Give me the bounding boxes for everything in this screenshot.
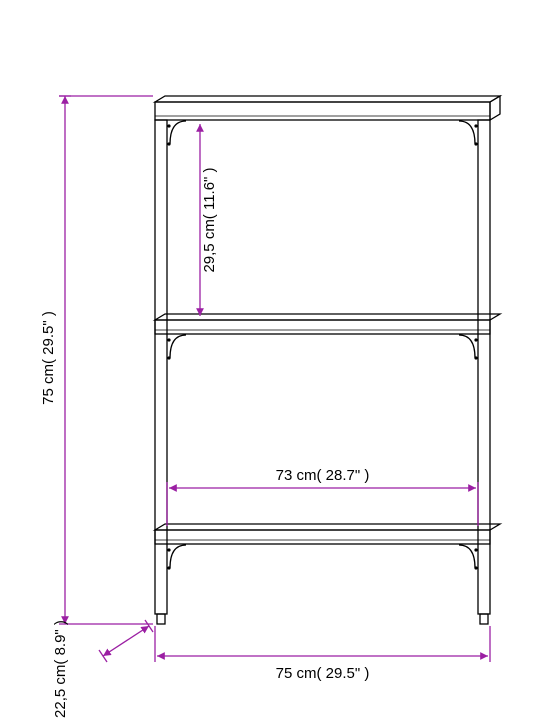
shelf-top-face [155, 524, 500, 530]
dimension-label: 75 cm( 29.5" ) [276, 665, 370, 682]
shelf-front [155, 320, 490, 334]
dimension-line [103, 626, 149, 656]
dimension-label: 75 cm( 29.5" ) [40, 311, 57, 405]
dimension-label: 29,5 cm( 11.6" ) [201, 167, 218, 272]
shelf-front [155, 102, 490, 120]
shelf-top-face [155, 314, 500, 320]
dimension-label: 73 cm( 28.7" ) [276, 467, 370, 484]
shelf-front [155, 530, 490, 544]
foot [480, 614, 488, 624]
shelf-top-face [155, 96, 500, 102]
dimension-label: 22,5 cm( 8.9" ) [52, 620, 69, 718]
foot [157, 614, 165, 624]
dimension-drawing: 75 cm( 29.5" ) 29,5 cm( 11.6" ) 73 cm( 28.… [0, 0, 540, 720]
